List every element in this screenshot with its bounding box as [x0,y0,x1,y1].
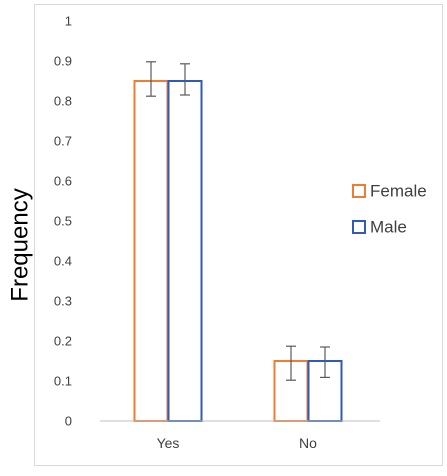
bar-female-yes [133,80,169,422]
legend: Female Male [352,182,427,237]
legend-swatch [352,220,366,234]
y-tick-label: 1 [65,14,72,29]
x-tick-label: Yes [157,435,180,451]
error-bars [146,61,330,381]
x-tick-label: No [299,435,317,451]
y-tick-label: 0.3 [54,294,72,309]
legend-item-male: Male [352,218,407,237]
chart-frame [34,4,443,466]
y-axis-ticks: 0 0.1 0.2 0.3 0.4 0.5 0.6 0.7 0.8 0.9 1 [54,14,72,429]
y-tick-label: 0.4 [54,254,72,269]
y-tick-label: 0 [65,414,72,429]
y-tick-label: 0.1 [54,374,72,389]
error-bar-male-yes [180,63,190,96]
y-tick-label: 0.2 [54,334,72,349]
bar-male-yes [167,80,203,422]
y-tick-label: 0.5 [54,214,72,229]
y-tick-label: 0.8 [54,94,72,109]
y-axis-label: Frequency [7,188,34,301]
x-axis-labels: Yes No [157,435,318,451]
y-tick-label: 0.7 [54,134,72,149]
error-bar-male-no [320,346,330,378]
legend-label: Female [370,182,427,201]
legend-label: Male [370,218,407,237]
y-tick-label: 0.9 [54,54,72,69]
bars [133,80,343,422]
legend-item-female: Female [352,182,427,201]
legend-swatch [352,184,366,198]
y-tick-label: 0.6 [54,174,72,189]
error-bar-female-yes [146,61,156,97]
error-bar-female-no [286,345,296,381]
